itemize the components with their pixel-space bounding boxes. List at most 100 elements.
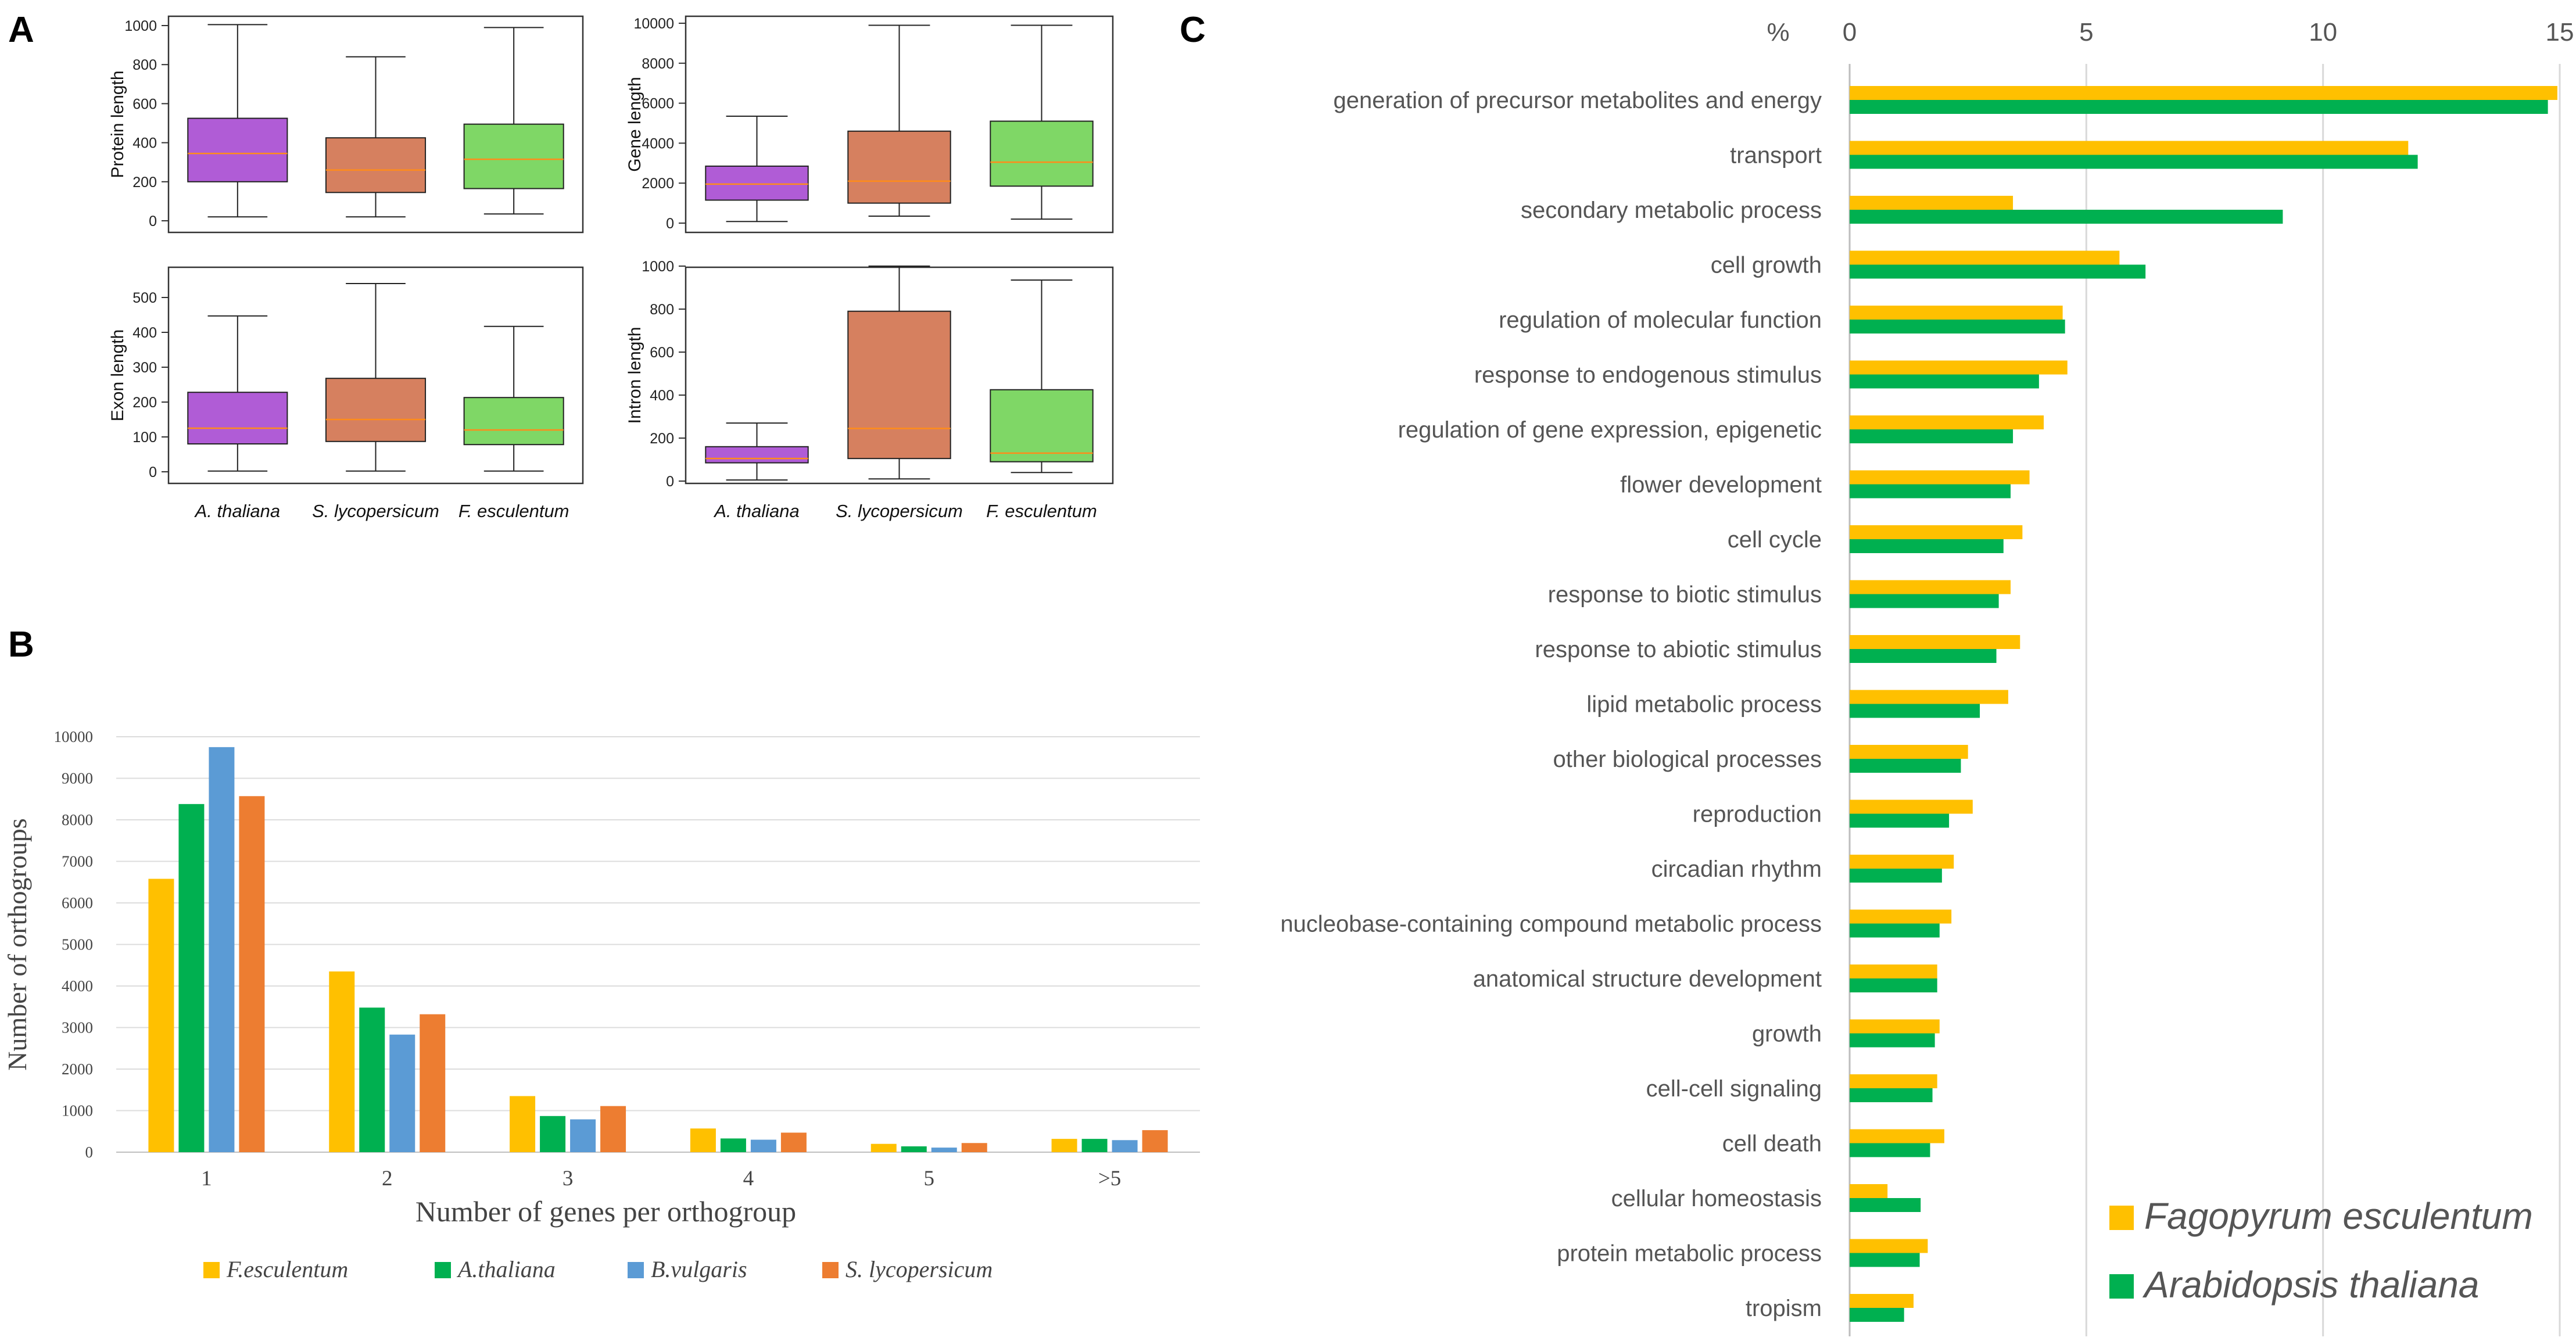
y-tick-label: 10000 xyxy=(54,728,94,745)
y-tick-label: 3000 xyxy=(62,1019,93,1037)
category-label-response-to-abiotic-stimulus: response to abiotic stimulus xyxy=(1535,637,1822,662)
bar-f-esculentum-2 xyxy=(329,971,355,1152)
bar-arabidopsis-thaliana-flower-development xyxy=(1850,484,2011,499)
bar-s-lycopersicum-5 xyxy=(1142,1130,1168,1152)
legend-swatch-fagopyrum-esculentum xyxy=(2109,1206,2134,1230)
bar-arabidopsis-thaliana-cell-cycle xyxy=(1850,539,2004,553)
legend-swatch-s-lycopersicum xyxy=(822,1262,839,1278)
y-tick-label: 9000 xyxy=(62,770,93,787)
y-tick-label: 0 xyxy=(666,474,674,490)
y-axis-label: Number of orthogroups xyxy=(2,818,32,1070)
bar-fagopyrum-esculentum-response-to-abiotic-stimulus xyxy=(1850,635,2020,649)
y-tick-label: 7000 xyxy=(62,853,93,870)
bar-arabidopsis-thaliana-circadian-rhythm xyxy=(1850,869,1942,883)
bar-arabidopsis-thaliana-regulation-of-molecular-function xyxy=(1850,320,2065,334)
box-s-lycopersicum xyxy=(847,266,951,480)
y-tick-label: 400 xyxy=(650,388,674,404)
bar-fagopyrum-esculentum-transport xyxy=(1850,141,2409,155)
bar-f-esculentum-5 xyxy=(1051,1139,1077,1152)
bar-arabidopsis-thaliana-anatomical-structure-development xyxy=(1850,978,1937,992)
bar-s-lycopersicum-4 xyxy=(780,1132,807,1152)
y-tick-label: 6000 xyxy=(62,894,93,912)
bar-arabidopsis-thaliana-reproduction xyxy=(1850,813,1950,828)
bar-fagopyrum-esculentum-cell-cycle xyxy=(1850,525,2023,539)
legend-label-a-thaliana: A.thaliana xyxy=(456,1256,556,1282)
bar-a-thaliana-1 xyxy=(178,804,205,1152)
y-tick-label: 8000 xyxy=(642,56,674,72)
bar-a-thaliana-5 xyxy=(901,1146,927,1152)
bar-arabidopsis-thaliana-secondary-metabolic-process xyxy=(1850,210,2283,224)
bar-b-vulgaris-1 xyxy=(209,747,235,1152)
y-tick-label: 0 xyxy=(149,213,157,230)
box-f-esculentum xyxy=(990,279,1094,474)
boxplot-exon-length: 0 100 200 300 400 500 Exon length A. thaliana S.… xyxy=(108,266,584,521)
category-label-other-biological-processes: other biological processes xyxy=(1553,747,1822,772)
y-tick-label: 200 xyxy=(650,431,674,447)
panel-label-a: A xyxy=(8,10,34,50)
y-tick-label: 4000 xyxy=(642,135,674,152)
category-label-cell-cycle: cell cycle xyxy=(1728,527,1822,553)
panel-c-horizontal-bar-chart: 0 5 10 15% generation of precursor metabolit… xyxy=(1280,18,2574,1336)
boxplot-gene-length: 0 2000 4000 6000 8000 10000 Gene length xyxy=(625,15,1114,234)
panel-label-c: C xyxy=(1180,10,1206,50)
y-tick-label: 600 xyxy=(650,345,674,361)
y-tick-label: 8000 xyxy=(62,811,93,829)
bar-arabidopsis-thaliana-tropism xyxy=(1850,1308,1904,1322)
y-tick-label: 800 xyxy=(132,57,157,73)
bar-a-thaliana-5 xyxy=(1081,1139,1108,1152)
legend-label-f-esculentum: F.esculentum xyxy=(226,1256,348,1282)
x-category-label: S. lycopersicum xyxy=(312,501,439,521)
bar-fagopyrum-esculentum-cell-death xyxy=(1850,1129,1944,1143)
panel-b-bar-chart: 0 1000 2000 3000 4000 5000 6000 7000 8000 9000 100… xyxy=(2,728,1200,1282)
x-tick-label: 1 xyxy=(201,1167,212,1191)
bar-fagopyrum-esculentum-response-to-biotic-stimulus xyxy=(1850,580,2011,594)
bar-arabidopsis-thaliana-cell-death xyxy=(1850,1143,1930,1157)
legend-swatch-f-esculentum xyxy=(203,1262,220,1278)
bar-fagopyrum-esculentum-flower-development xyxy=(1850,470,2030,485)
bar-arabidopsis-thaliana-nucleobase-containing-compound-metabolic-process xyxy=(1850,923,1940,938)
y-axis-label: Gene length xyxy=(625,77,644,171)
bar-f-esculentum-5 xyxy=(870,1143,897,1152)
category-label-cellular-homeostasis: cellular homeostasis xyxy=(1611,1186,1822,1211)
category-label-regulation-of-gene-expression-epigenetic: regulation of gene expression, epigeneti… xyxy=(1398,417,1822,443)
x-category-label: A. thaliana xyxy=(194,501,281,521)
box-f-esculentum xyxy=(463,325,564,472)
box-f-esculentum xyxy=(463,27,564,215)
category-label-nucleobase-containing-compound-metabolic-process: nucleobase-containing compound metabolic… xyxy=(1280,912,1822,937)
iqr-box xyxy=(187,117,288,182)
x-tick-label: 15 xyxy=(2546,18,2574,46)
iqr-box xyxy=(187,392,288,445)
x-category-label: F. esculentum xyxy=(458,501,569,521)
y-tick-label: 10000 xyxy=(633,16,674,32)
legend-label-b-vulgaris: B.vulgaris xyxy=(651,1256,747,1282)
category-label-response-to-endogenous-stimulus: response to endogenous stimulus xyxy=(1474,363,1822,388)
bar-fagopyrum-esculentum-cell-growth xyxy=(1850,250,2120,265)
plot-frame xyxy=(685,15,1114,234)
bar-fagopyrum-esculentum-tropism xyxy=(1850,1294,1914,1308)
bar-s-lycopersicum-5 xyxy=(961,1143,987,1152)
legend-label-arabidopsis-thaliana: Arabidopsis thaliana xyxy=(2142,1264,2479,1306)
bar-b-vulgaris-5 xyxy=(931,1148,957,1152)
x-tick-label: 2 xyxy=(382,1167,393,1191)
y-tick-label: 200 xyxy=(132,174,157,191)
plot-frame xyxy=(167,15,584,234)
box-s-lycopersicum xyxy=(847,24,951,217)
bar-arabidopsis-thaliana-lipid-metabolic-process xyxy=(1850,704,1980,718)
bar-fagopyrum-esculentum-protein-metabolic-process xyxy=(1850,1239,1928,1253)
y-tick-label: 0 xyxy=(149,464,157,481)
iqr-box xyxy=(847,130,951,204)
boxplot-protein-length: 0 200 400 600 800 1000 Protein length xyxy=(108,15,584,234)
plot-frame xyxy=(167,266,584,485)
bar-arabidopsis-thaliana-response-to-biotic-stimulus xyxy=(1850,594,1999,608)
iqr-box xyxy=(705,446,809,464)
category-label-tropism: tropism xyxy=(1746,1296,1822,1321)
y-tick-label: 400 xyxy=(132,135,157,152)
x-tick-label: 10 xyxy=(2309,18,2337,46)
box-s-lycopersicum xyxy=(325,56,427,218)
category-label-response-to-biotic-stimulus: response to biotic stimulus xyxy=(1548,582,1822,608)
category-label-transport: transport xyxy=(1730,143,1822,168)
x-tick-label: 0 xyxy=(1843,18,1857,46)
bar-f-esculentum-3 xyxy=(510,1096,536,1152)
category-label-protein-metabolic-process: protein metabolic process xyxy=(1557,1241,1822,1267)
bar-fagopyrum-esculentum-growth xyxy=(1850,1019,1940,1034)
